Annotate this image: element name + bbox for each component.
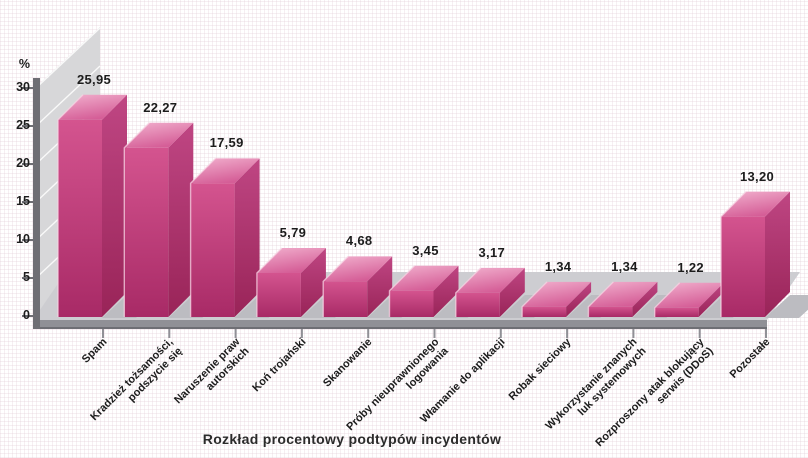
bar-value-label: 17,59 [209, 135, 244, 151]
bar-value-label: 1,34 [544, 258, 572, 274]
y-tick-label: 25 [16, 118, 30, 132]
bar-side-face [632, 281, 658, 317]
bar-value-label: 25,95 [76, 71, 112, 87]
bar-highlight-edge [455, 267, 482, 317]
bar-side-face [300, 247, 326, 317]
y-tick-label: 30 [16, 80, 30, 94]
bar-side-face [168, 122, 194, 317]
bar-highlight-edge [587, 281, 614, 317]
bar-top-face [588, 281, 658, 307]
y-tick-label: 15 [16, 194, 30, 208]
bar-side-face [698, 282, 724, 317]
bar-value-label: 22,27 [143, 99, 178, 115]
bar-highlight-edge [123, 122, 150, 317]
bar-side-face [234, 158, 260, 317]
bar-highlight-edge [521, 281, 548, 317]
bar-highlight-edge [720, 191, 747, 317]
bar-top-face [389, 265, 459, 291]
bar-value-label: 3,17 [478, 244, 506, 260]
bar-front-face [721, 216, 765, 317]
bar-front-face [455, 292, 500, 317]
y-tick-label: 20 [16, 156, 30, 170]
bar-side-face [433, 265, 459, 317]
bar-value-label: 4,68 [345, 233, 373, 249]
bar-value-label: 1,22 [677, 259, 704, 275]
bar-front-face [58, 119, 102, 317]
x-axis-edge [33, 327, 767, 329]
x-axis [33, 320, 767, 327]
bar-top-face [124, 122, 194, 148]
bar-top-face [190, 158, 260, 184]
bar-highlight-edge [57, 94, 84, 317]
bar-side-face [566, 281, 592, 317]
bar-side-face [765, 191, 790, 317]
bar-value-label: 5,79 [279, 224, 307, 240]
bar-front-face [190, 183, 235, 317]
bar-top-face [256, 247, 326, 273]
bar-top-face [455, 267, 525, 293]
bar-side-face [102, 94, 127, 317]
y-tick-label: 0 [23, 308, 30, 322]
bar-top-face [721, 191, 790, 217]
bar-highlight-edge [654, 282, 681, 317]
bar-highlight-edge [189, 157, 217, 317]
bar-front-face [124, 147, 169, 317]
bar-value-label: 1,34 [611, 258, 638, 274]
bar-front-face [389, 290, 434, 317]
y-axis [33, 78, 40, 328]
bar-highlight-edge [256, 247, 283, 317]
bar-front-face [256, 272, 301, 317]
y-tick-label: 10 [16, 232, 30, 246]
bar-front-face [588, 306, 633, 317]
bar-highlight-edge [388, 265, 415, 317]
chart-caption: Rozkład procentowy podtypów incydentów [202, 431, 502, 447]
bar-top-face [522, 281, 592, 307]
bar-top-face [323, 256, 393, 282]
y-tick-label: 5 [23, 270, 30, 284]
bar-shadow [765, 295, 808, 318]
bar-top-face [654, 282, 724, 308]
bar-side-face [499, 267, 525, 317]
bar-front-face [323, 281, 368, 317]
wall-gridline [35, 65, 101, 127]
wall-gridline [35, 27, 101, 89]
bar-side-face [367, 256, 393, 317]
y-axis-unit-label: % [18, 57, 30, 71]
bar-front-face [654, 307, 699, 317]
bar-top-face [58, 94, 127, 120]
bar-front-face [522, 306, 567, 317]
bar-value-label: 3,45 [412, 242, 439, 258]
bar-highlight-edge [322, 255, 349, 317]
bar-value-label: 13,20 [739, 168, 775, 184]
